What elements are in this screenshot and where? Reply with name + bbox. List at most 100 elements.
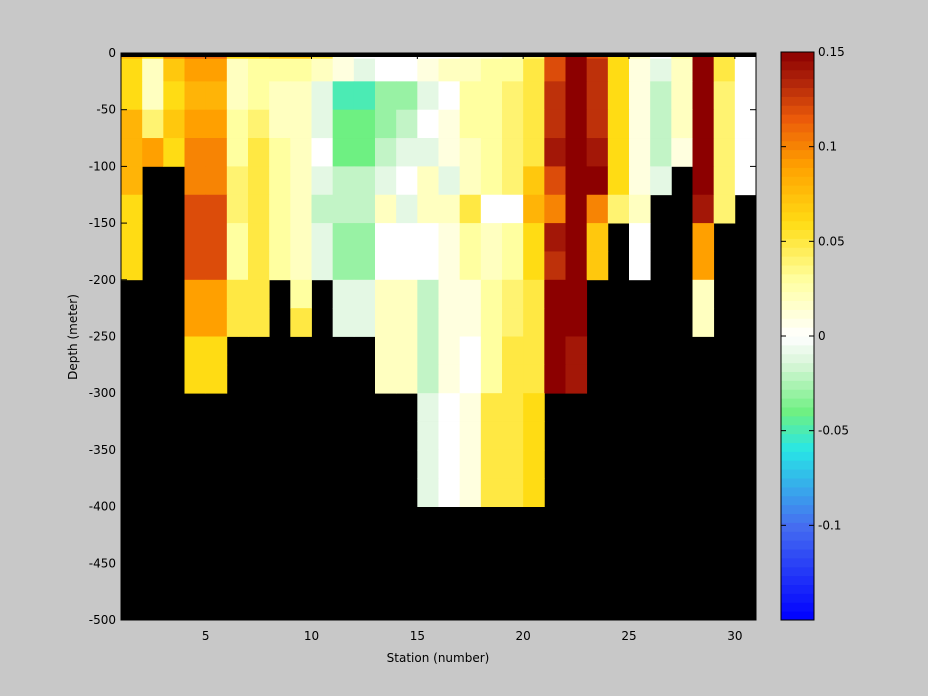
heatmap-cell bbox=[565, 308, 588, 337]
heatmap-cell bbox=[523, 109, 545, 139]
heatmap-cell bbox=[544, 336, 566, 366]
heatmap-cell bbox=[692, 109, 715, 139]
heatmap-cell bbox=[248, 166, 270, 196]
heatmap-cell bbox=[121, 109, 143, 139]
colorbar-step bbox=[781, 309, 814, 319]
heatmap-cell bbox=[396, 308, 418, 337]
colorbar-tick-label: -0.05 bbox=[818, 424, 849, 438]
heatmap-cell bbox=[692, 194, 715, 224]
x-tick-label: 10 bbox=[304, 629, 319, 643]
heatmap-cell bbox=[523, 421, 545, 451]
heatmap-cell bbox=[480, 421, 503, 451]
heatmap-cell bbox=[438, 279, 461, 309]
y-tick-label: -300 bbox=[89, 386, 116, 400]
heatmap-cell bbox=[713, 138, 736, 167]
heatmap-cell bbox=[565, 223, 588, 252]
heatmap-cell bbox=[417, 336, 439, 366]
heatmap-cell bbox=[417, 421, 439, 451]
y-tick-label: -500 bbox=[89, 613, 116, 627]
heatmap-cell bbox=[226, 109, 249, 139]
heatmap-cell bbox=[163, 58, 185, 82]
heatmap-cell bbox=[184, 364, 207, 394]
heatmap-cell bbox=[650, 138, 672, 167]
heatmap-cell bbox=[544, 138, 566, 167]
x-tick-label: 25 bbox=[621, 629, 636, 643]
colorbar-step bbox=[781, 131, 814, 142]
heatmap-cell bbox=[586, 166, 609, 196]
heatmap-cell bbox=[269, 109, 291, 139]
colorbar-step bbox=[781, 593, 814, 603]
heatmap-cell bbox=[184, 194, 207, 224]
colorbar-step bbox=[781, 202, 814, 213]
heatmap-cell bbox=[502, 279, 524, 309]
heatmap-cell bbox=[544, 81, 566, 111]
heatmap-cell bbox=[121, 166, 143, 196]
heatmap-cell bbox=[311, 251, 334, 281]
heatmap-cell bbox=[248, 308, 270, 337]
heatmap-cell bbox=[438, 194, 461, 224]
x-axis-ticks: 5 10 15 20 25 30 bbox=[202, 53, 742, 643]
colorbar-step bbox=[781, 460, 814, 470]
colorbar-step bbox=[781, 336, 814, 346]
colorbar-step bbox=[781, 469, 814, 479]
y-tick-label: -400 bbox=[89, 500, 116, 514]
heatmap-cell bbox=[650, 58, 672, 82]
colorbar-step bbox=[781, 424, 814, 435]
colorbar-step bbox=[781, 540, 814, 550]
heatmap-cell bbox=[544, 251, 566, 281]
heatmap-cell bbox=[226, 166, 249, 196]
x-tick-label: 30 bbox=[727, 629, 742, 643]
heatmap-cell bbox=[438, 166, 461, 196]
heatmap-cell bbox=[565, 109, 588, 139]
x-tick-label: 20 bbox=[516, 629, 531, 643]
heatmap-cell bbox=[142, 138, 164, 167]
colorbar-step bbox=[781, 549, 814, 559]
heatmap-cell bbox=[586, 109, 609, 139]
colorbar-step bbox=[781, 566, 814, 577]
heatmap-cell bbox=[629, 223, 651, 252]
heatmap-cell bbox=[205, 166, 228, 196]
heatmap-cell bbox=[396, 364, 418, 394]
heatmap-cell bbox=[523, 478, 545, 507]
heatmap-cell bbox=[586, 58, 609, 82]
heatmap-cell bbox=[565, 138, 588, 167]
heatmap-cell bbox=[417, 81, 439, 111]
heatmap-cell bbox=[417, 109, 439, 139]
heatmap-cell bbox=[438, 308, 461, 337]
heatmap-cell bbox=[396, 166, 418, 196]
colorbar-step bbox=[781, 194, 814, 204]
heatmap-cell bbox=[332, 138, 355, 167]
colorbar-step bbox=[781, 167, 814, 177]
heatmap-cell bbox=[121, 138, 143, 167]
heatmap-cell bbox=[226, 251, 249, 281]
heatmap-cell bbox=[692, 58, 715, 82]
heatmap-cell bbox=[502, 478, 524, 507]
heatmap-cell bbox=[459, 166, 482, 196]
heatmap-cell bbox=[713, 194, 736, 224]
heatmap-cell bbox=[269, 223, 291, 252]
heatmap-cell bbox=[396, 109, 418, 139]
heatmap-cell bbox=[692, 166, 715, 196]
heatmap-cell bbox=[671, 81, 693, 111]
heatmap-cell bbox=[417, 364, 439, 394]
heatmap-cell bbox=[184, 223, 207, 252]
heatmap-cell bbox=[438, 421, 461, 451]
heatmap-cell bbox=[269, 194, 291, 224]
x-axis-label: Station (number) bbox=[387, 651, 490, 665]
heatmap-cell bbox=[523, 138, 545, 167]
heatmap-cell bbox=[375, 58, 397, 82]
plot-area: 5 10 15 20 25 30 0 -50 -100 -150 -200 -250 -300 -350… bbox=[89, 46, 757, 643]
heatmap-cell bbox=[459, 109, 482, 139]
heatmap-cell bbox=[332, 279, 355, 309]
heatmap-cell bbox=[523, 279, 545, 309]
heatmap-cell bbox=[248, 279, 270, 309]
heatmap-cell bbox=[417, 223, 439, 252]
colorbar-step bbox=[781, 238, 814, 248]
x-tick-label: 5 bbox=[202, 629, 210, 643]
heatmap-cell bbox=[629, 194, 651, 224]
heatmap-cell bbox=[290, 81, 312, 111]
heatmap-cell bbox=[480, 194, 503, 224]
heatmap-cell bbox=[607, 166, 630, 196]
heatmap-cell bbox=[248, 109, 270, 139]
heatmap-cell bbox=[586, 194, 609, 224]
